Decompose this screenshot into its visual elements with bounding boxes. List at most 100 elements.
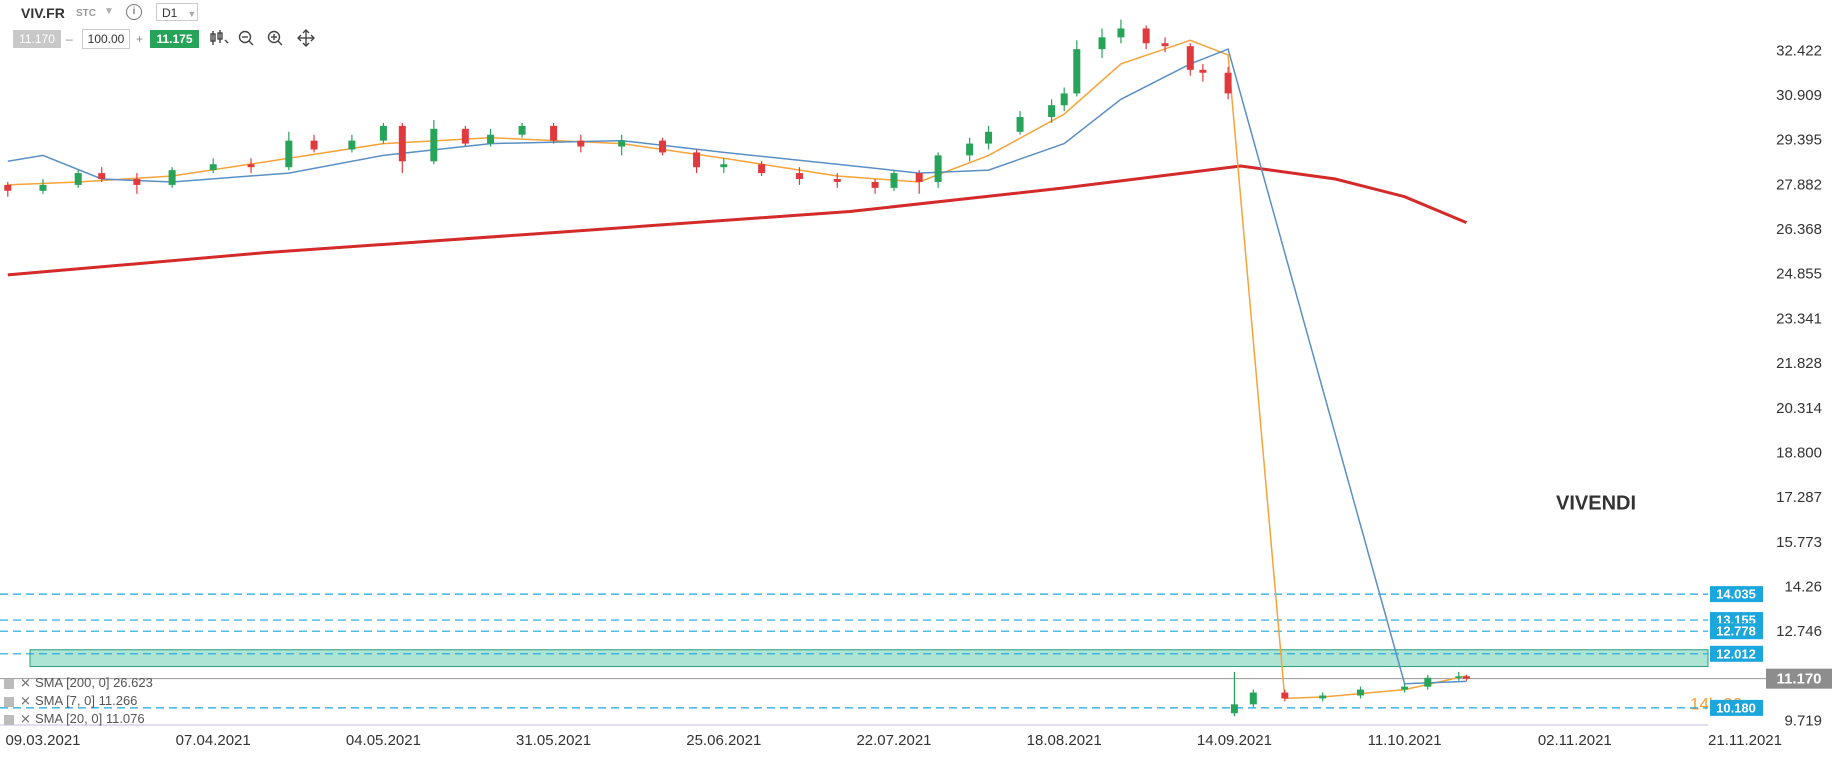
candle-body: [348, 140, 356, 150]
y-tick-label: 27.882: [1776, 176, 1822, 193]
candle: [1281, 689, 1289, 702]
candle-body: [1224, 72, 1232, 94]
market-dropdown[interactable]: ▼: [104, 6, 114, 17]
candle-body: [4, 184, 12, 191]
candle: [1401, 683, 1409, 693]
candle: [720, 158, 728, 174]
candle-body: [1455, 676, 1463, 678]
y-tick-label: 20.314: [1776, 400, 1822, 417]
candle: [1424, 674, 1432, 690]
candle-body: [1098, 37, 1106, 50]
buy-price[interactable]: 11.175: [150, 30, 199, 48]
legend-name: SMA [200, 0]: [35, 675, 109, 690]
candle-body: [1281, 692, 1289, 699]
symbol[interactable]: VIV.FR: [21, 5, 65, 21]
market[interactable]: STC: [76, 8, 96, 19]
x-tick-label: 18.08.2021: [1027, 732, 1102, 749]
legend-icon: [4, 715, 14, 725]
candle-body: [1073, 49, 1081, 94]
y-tick-label: 12.746: [1776, 623, 1822, 640]
candle: [133, 173, 141, 194]
candle: [1186, 43, 1194, 76]
candle: [4, 181, 12, 197]
candle-body: [550, 125, 558, 141]
timeframe[interactable]: D1 ▼: [156, 3, 198, 21]
candle-body: [487, 134, 495, 144]
candle: [518, 122, 526, 138]
candle-body: [985, 131, 993, 144]
candle: [871, 178, 879, 194]
zoom-in-icon[interactable]: [267, 30, 283, 46]
candle: [348, 134, 356, 153]
candle: [1462, 674, 1470, 681]
minus-button[interactable]: –: [66, 32, 73, 46]
candle-body: [1142, 28, 1150, 44]
candle: [1073, 40, 1081, 97]
chart-type-icon[interactable]: [210, 30, 229, 45]
candle-body: [209, 164, 217, 171]
level-label-box: [1710, 586, 1763, 603]
legend-entry: SMA [20, 0] 11.076: [35, 711, 145, 726]
level-label: 14.035: [1716, 587, 1756, 602]
y-tick-label: 21.828: [1776, 355, 1822, 372]
y-tick-label: 18.800: [1776, 444, 1822, 461]
sma-line: [7, 48, 1467, 685]
level-label: 10.180: [1716, 700, 1756, 715]
candle: [618, 134, 626, 156]
legend-icon: [4, 697, 14, 707]
candle: [1016, 111, 1024, 135]
legend-value: 11.266: [99, 693, 138, 708]
sell-price[interactable]: 11.170: [13, 30, 61, 48]
legend-entry: SMA [7, 0] 11.266: [35, 693, 137, 708]
x-tick-label: 09.03.2021: [5, 732, 80, 749]
y-tick-label: 15.773: [1776, 534, 1822, 551]
legend-value: 26.623: [113, 675, 153, 690]
candle: [1249, 689, 1257, 708]
candle-body: [758, 164, 766, 174]
candle: [577, 134, 585, 153]
timeframe-label: D1: [162, 6, 178, 20]
sma-line: [7, 164, 1468, 277]
candle: [247, 158, 255, 174]
x-tick-label: 25.06.2021: [686, 732, 761, 749]
x-tick-label: 22.07.2021: [856, 732, 931, 749]
tool-icons: [210, 29, 315, 47]
plus-button[interactable]: +: [136, 32, 144, 46]
x-tick-label: 31.05.2021: [516, 732, 591, 749]
candle: [833, 173, 841, 188]
candle: [487, 128, 495, 147]
y-tick-label: 14.26: [1784, 578, 1822, 595]
zoom-out-icon[interactable]: [238, 30, 254, 46]
candle: [1224, 66, 1232, 100]
candle: [1199, 63, 1207, 82]
candle-body: [871, 181, 879, 188]
candle: [915, 170, 923, 194]
candle: [985, 125, 993, 150]
info-icon[interactable]: i: [126, 4, 142, 20]
candle-body: [430, 128, 438, 162]
level-label-box: [1710, 699, 1763, 716]
candle: [379, 122, 387, 144]
volume-input[interactable]: 100.00: [82, 29, 130, 49]
candle-body: [1401, 686, 1409, 690]
candle-body: [1048, 105, 1056, 118]
level-label: 12.012: [1716, 646, 1756, 661]
candle-body: [966, 143, 974, 156]
candle-body: [461, 128, 469, 144]
legend-remove: ✕: [20, 711, 31, 726]
candle: [310, 134, 318, 153]
candle-body: [618, 140, 626, 147]
candle-body: [98, 173, 106, 179]
y-tick-label: 29.395: [1776, 132, 1822, 149]
sma-line: [7, 39, 1467, 700]
candle-body: [168, 170, 176, 185]
x-tick-label: 14.09.2021: [1197, 732, 1272, 749]
candle: [285, 131, 293, 171]
x-tick-label: 21.11.2021: [1708, 732, 1782, 749]
candle-body: [39, 184, 47, 191]
candle-body: [518, 125, 526, 135]
candle: [1319, 692, 1327, 702]
legend-remove: ✕: [20, 693, 31, 708]
legend-name: SMA [7, 0]: [35, 693, 95, 708]
pan-icon[interactable]: [297, 29, 315, 47]
